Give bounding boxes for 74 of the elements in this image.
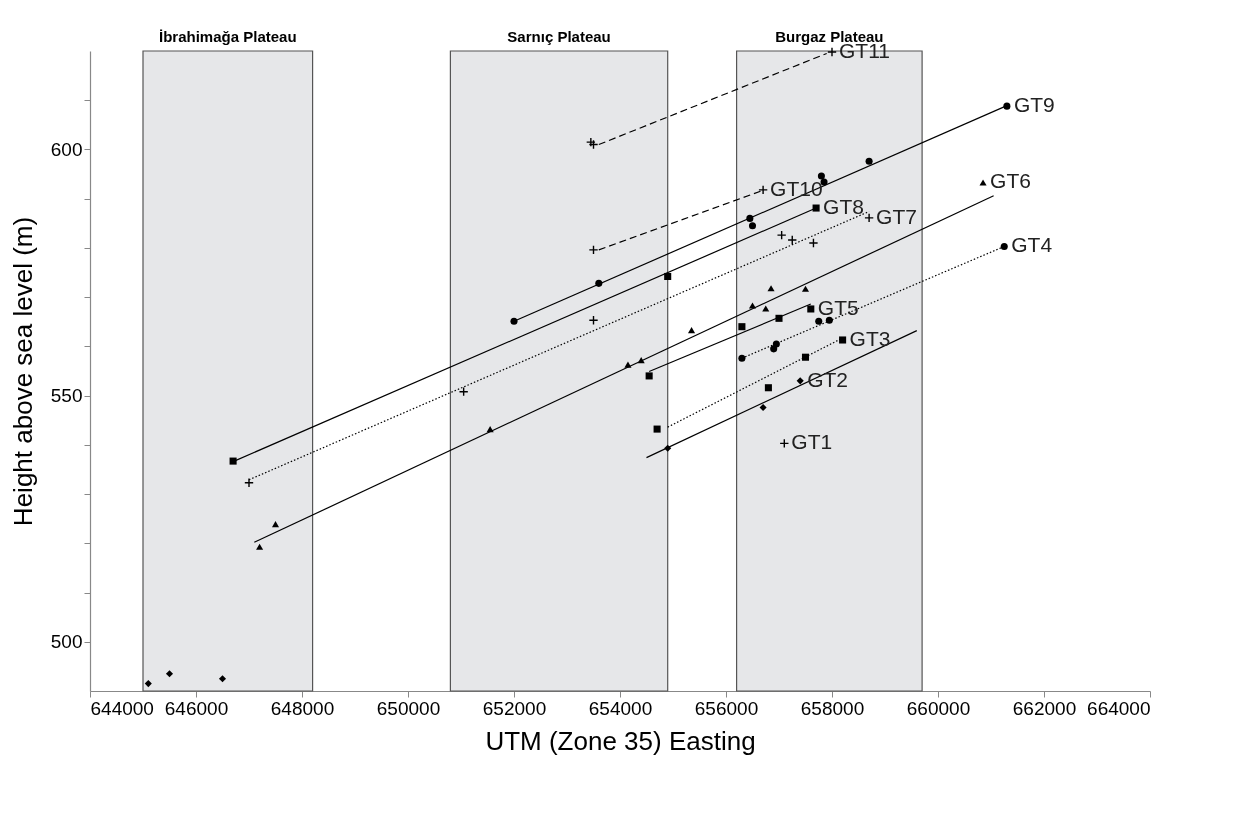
point	[653, 425, 661, 433]
point	[510, 317, 518, 325]
point	[801, 353, 810, 361]
point	[738, 323, 746, 331]
x-tick-label: 656000	[694, 697, 759, 719]
point	[645, 372, 653, 380]
point	[865, 157, 873, 165]
point	[664, 272, 672, 281]
point	[218, 675, 227, 683]
point	[165, 670, 174, 678]
series-label: GT9	[1013, 93, 1055, 117]
point	[815, 317, 823, 325]
point	[817, 172, 825, 180]
point	[787, 235, 798, 245]
y-tick-label: 600	[50, 138, 83, 160]
series-label: GT7	[876, 204, 917, 228]
point	[864, 213, 874, 223]
point	[775, 314, 783, 322]
point	[1000, 242, 1008, 250]
band-label: İbrahimağa Plateau	[159, 28, 297, 45]
point	[256, 543, 264, 550]
y-tick-label: 550	[50, 385, 83, 407]
point	[595, 279, 603, 287]
point	[748, 222, 757, 230]
point	[664, 444, 672, 452]
x-tick-label: 644000	[90, 697, 154, 719]
series-label: GT8	[823, 195, 864, 219]
point	[144, 680, 152, 688]
series-label: GT1	[791, 430, 833, 454]
point	[807, 305, 815, 313]
series-label: GT4	[1011, 233, 1053, 257]
point	[808, 238, 819, 248]
point	[776, 230, 787, 241]
point	[688, 327, 696, 334]
point	[229, 457, 237, 465]
y-tick-label: 500	[50, 631, 83, 653]
point	[624, 361, 632, 368]
x-tick-label: 658000	[800, 697, 865, 719]
series-label: GT5	[817, 295, 859, 319]
series-label: GT6	[990, 169, 1031, 193]
x-tick-label: 662000	[1012, 697, 1077, 719]
point	[764, 384, 772, 392]
x-tick-label: 646000	[164, 697, 229, 719]
x-tick-label: 660000	[906, 697, 971, 719]
point	[839, 336, 847, 344]
x-axis-title: UTM (Zone 35) Easting	[485, 725, 756, 756]
point	[486, 426, 494, 433]
point	[812, 204, 820, 212]
point	[801, 285, 810, 292]
point	[796, 377, 804, 385]
point	[772, 340, 780, 348]
x-tick-label: 664000	[1087, 697, 1151, 719]
x-tick-label: 652000	[482, 697, 547, 719]
point	[758, 184, 768, 195]
point	[759, 403, 767, 411]
series-label: GT2	[807, 367, 849, 391]
x-tick-label: 654000	[588, 697, 653, 719]
point	[748, 302, 757, 309]
point	[762, 305, 770, 312]
point	[244, 477, 254, 488]
x-tick-label: 650000	[376, 697, 441, 719]
point	[825, 316, 833, 324]
point	[588, 245, 599, 255]
y-axis-title: Height above sea level (m)	[7, 216, 38, 527]
point	[827, 47, 837, 57]
x-tick-label: 648000	[270, 697, 335, 719]
point	[1003, 102, 1011, 110]
point	[271, 521, 280, 528]
point	[979, 179, 987, 186]
point	[746, 214, 754, 222]
series-label: GT3	[849, 326, 891, 350]
band-label: Sarnıç Plateau	[507, 28, 611, 45]
point	[738, 354, 746, 362]
point	[637, 357, 645, 364]
